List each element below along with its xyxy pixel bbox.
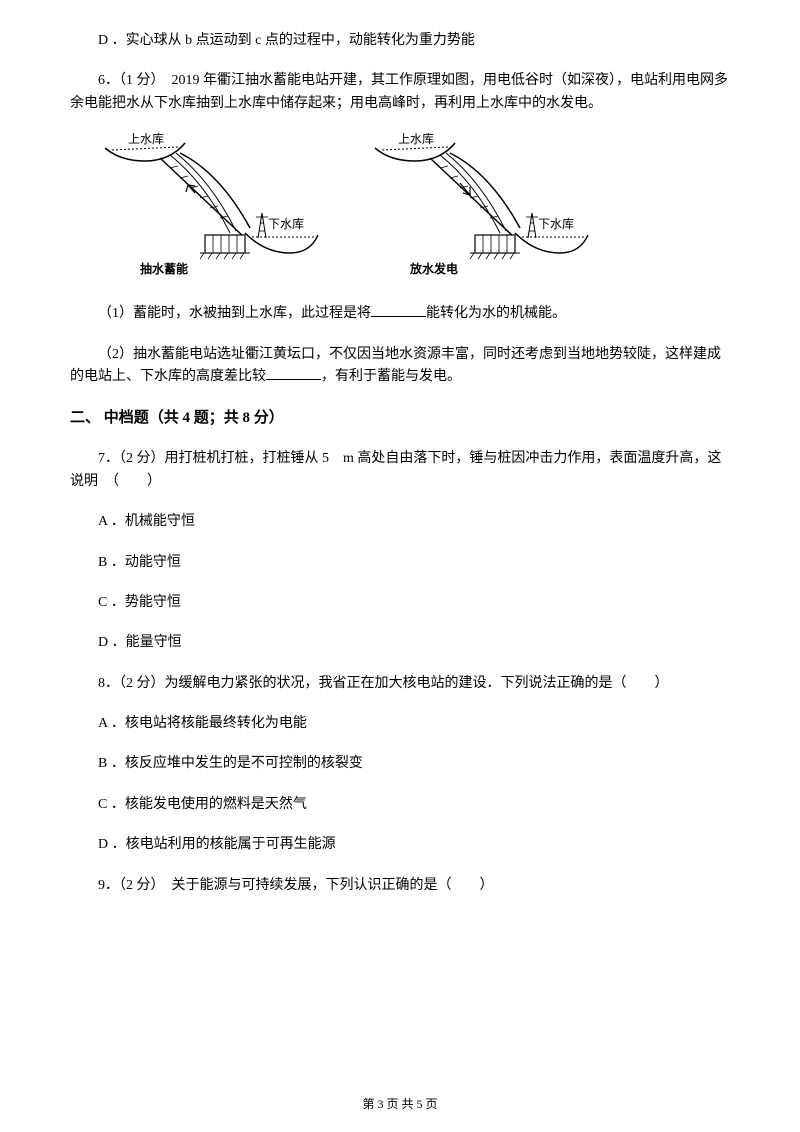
q6-sub2-b: ，有利于蓄能与发电。 [321,369,461,384]
lower-label-2: 下水库 [538,216,574,231]
q7-option-d: D ．能量守恒 [70,632,730,654]
q7-option-b: B ．动能守恒 [70,552,730,574]
lower-label: 下水库 [268,216,304,231]
q7-option-c: C ．势能守恒 [70,592,730,614]
q8-option-d: D ．核电站利用的核能属于可再生能源 [70,834,730,856]
q6-sub2: （2）抽水蓄能电站选址衢江黄坛口，不仅因当地水资源丰富，同时还考虑到当地地势较陡… [70,344,730,389]
section-2-title: 二、 中档题（共 4 题；共 8 分） [70,406,730,430]
q6-sub1-a: （1）蓄能时，水被抽到上水库，此过程是将 [98,306,371,321]
diagram-discharge: 上水库 下水库 放水发电 [370,133,590,278]
q8-stem: 8．（2 分）为缓解电力紧张的状况，我省正在加大核电站的建设．下列说法正确的是（… [70,673,730,695]
diagram-pump: 上水库 下水库 [100,133,320,278]
q9-stem: 9．（2 分） 关于能源与可持续发展，下列认识正确的是（ ） [70,875,730,897]
diagram-container: 上水库 下水库 [100,133,730,278]
q7-stem: 7．（2 分）用打桩机打桩，打桩锤从 5 m 高处自由落下时，锤与桩因冲击力作用… [70,448,730,493]
q8-option-a: A ．核电站将核能最终转化为电能 [70,713,730,735]
q7-option-a: A ．机械能守恒 [70,511,730,533]
blank-2[interactable] [266,366,321,380]
upper-label: 上水库 [128,133,164,146]
blank-1[interactable] [371,303,426,317]
q5-option-d: D ．实心球从 b 点运动到 c 点的过程中，动能转化为重力势能 [70,30,730,52]
upper-label-2: 上水库 [398,133,434,146]
q6-sub1: （1）蓄能时，水被抽到上水库，此过程是将 能转化为水的机械能。 [70,303,730,325]
q6-stem: 6．（1 分） 2019 年衢江抽水蓄能电站开建，其工作原理如图，用电低谷时（如… [70,70,730,115]
caption-left: 抽水蓄能 [140,261,188,276]
q8-option-c: C ．核能发电使用的燃料是天然气 [70,794,730,816]
caption-right: 放水发电 [409,261,458,276]
q6-sub1-b: 能转化为水的机械能。 [426,306,566,321]
page-footer: 第 3 页 共 5 页 [0,1095,800,1114]
q8-option-b: B ．核反应堆中发生的是不可控制的核裂变 [70,753,730,775]
